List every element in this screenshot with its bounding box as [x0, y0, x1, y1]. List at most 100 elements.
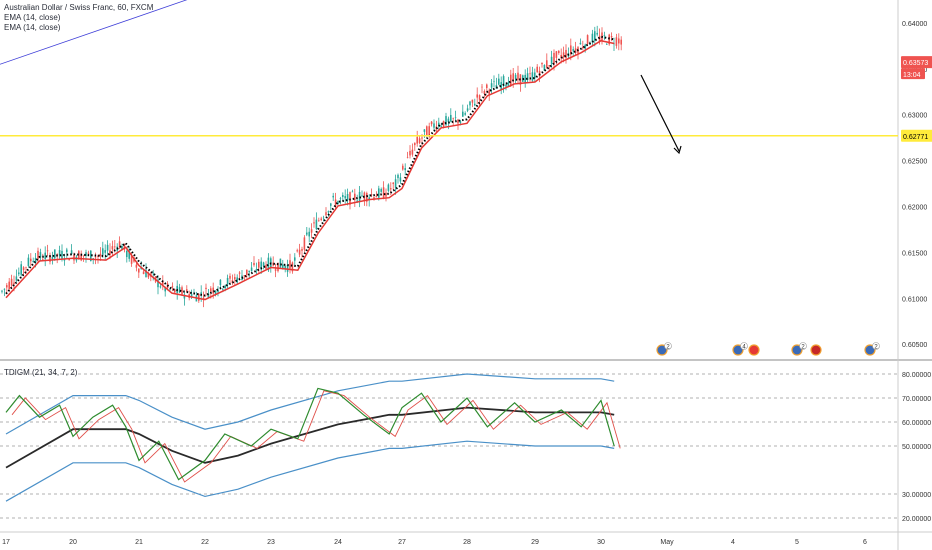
ema-legend-1[interactable]: EMA (14, close) — [4, 13, 61, 22]
candle-body — [531, 72, 534, 81]
candle-body — [44, 252, 46, 260]
candle-body — [366, 193, 368, 202]
candle-body — [214, 291, 217, 294]
candle-body — [61, 250, 63, 260]
candle-body — [3, 288, 6, 290]
event-flag-icon — [732, 344, 744, 356]
tdigm-legend[interactable]: TDIGM (21, 34, 7, 2) — [4, 368, 78, 377]
candle-body — [171, 286, 174, 288]
oscillator-tick-label: 20.00000 — [902, 516, 931, 523]
candle-body — [138, 268, 140, 273]
candle-body — [354, 193, 356, 201]
candle-body — [579, 42, 582, 45]
candle-body — [142, 271, 145, 275]
candle-body — [325, 212, 327, 216]
event-markers: 2 4 2 2 — [656, 342, 880, 356]
time-tick-label: 27 — [398, 539, 406, 546]
signal-fast-line — [11, 390, 621, 483]
candle-body — [382, 187, 385, 199]
candle-body — [298, 249, 301, 255]
candle-body — [27, 257, 30, 266]
candle-body — [337, 200, 339, 204]
candle-body — [205, 287, 207, 290]
ema-legend-2[interactable]: EMA (14, close) — [4, 23, 61, 32]
candle-body — [615, 37, 618, 46]
oscillator-tick-label: 60.00000 — [902, 420, 931, 427]
candle-body — [344, 196, 346, 199]
level-price-badge-bg — [901, 129, 932, 142]
candle-body — [282, 264, 284, 269]
candle-body — [526, 73, 529, 81]
time-tick-label: 28 — [463, 539, 471, 546]
candle-body — [378, 188, 380, 198]
candle-body — [126, 250, 128, 258]
candle-body — [186, 289, 188, 292]
candle-body — [219, 279, 222, 286]
candle-body — [430, 121, 433, 125]
candle-body — [572, 49, 574, 51]
candle-body — [13, 282, 15, 285]
arrow-head — [673, 145, 682, 155]
symbol-title[interactable]: Australian Dollar / Swiss Franc, 60, FXC… — [4, 3, 154, 12]
candle-body — [416, 136, 418, 144]
time-tick-label: 4 — [731, 539, 735, 546]
bollinger-upper — [5, 373, 615, 435]
candle-body — [423, 129, 426, 132]
candle-body — [445, 116, 447, 125]
candle-body — [330, 203, 332, 206]
candle-body — [332, 195, 334, 198]
candle-body — [207, 293, 210, 298]
signal-slow-line — [5, 406, 615, 469]
candle-body — [543, 64, 546, 71]
candle-body — [94, 256, 97, 258]
candle-body — [399, 177, 402, 182]
candle-body — [30, 258, 32, 262]
candle-body — [560, 54, 562, 59]
candle-body — [274, 269, 277, 271]
time-tick-label: 17 — [2, 539, 10, 546]
us-flag-icon — [810, 344, 822, 356]
oscillator-tick-label: 80.00000 — [902, 372, 931, 379]
event-count-bubble — [872, 342, 880, 350]
candle-body — [22, 267, 25, 271]
candle-body — [550, 56, 553, 64]
candle-body — [162, 281, 164, 285]
candle-body — [373, 197, 375, 200]
candle-body — [169, 289, 171, 290]
candle-body — [421, 137, 423, 139]
candle-body — [548, 65, 550, 67]
candle-body — [246, 269, 248, 275]
candle-body — [474, 103, 476, 106]
candle-body — [286, 264, 289, 272]
oscillator-pane — [5, 373, 621, 502]
candle-body — [157, 279, 159, 288]
candle-body — [272, 262, 274, 266]
candle-body — [277, 262, 279, 272]
candle-body — [591, 33, 594, 43]
last-price-badge-bg — [901, 56, 932, 69]
candle-body — [42, 259, 44, 260]
oscillator-tick-label: 30.00000 — [902, 492, 931, 499]
candle-body — [123, 243, 126, 250]
candle-body — [121, 245, 123, 251]
candle-body — [320, 218, 322, 220]
candle-body — [70, 250, 73, 255]
trend-line — [0, 0, 188, 65]
candle-body — [406, 156, 409, 158]
candle-body — [433, 123, 435, 128]
candle-body — [582, 46, 584, 49]
price-tick-label: 0.63000 — [902, 113, 927, 120]
candle-body — [301, 249, 303, 251]
candle-body — [507, 82, 510, 87]
candle-body — [181, 287, 183, 295]
candle-body — [135, 264, 138, 268]
event-flag-icon — [864, 344, 876, 356]
candle-body — [502, 76, 505, 87]
candle-body — [248, 270, 250, 273]
candle-body — [428, 126, 430, 137]
candle-body — [250, 267, 253, 272]
candle-body — [346, 194, 349, 201]
candle-body — [128, 251, 130, 259]
candle-body — [534, 72, 536, 79]
candle-body — [224, 285, 226, 289]
